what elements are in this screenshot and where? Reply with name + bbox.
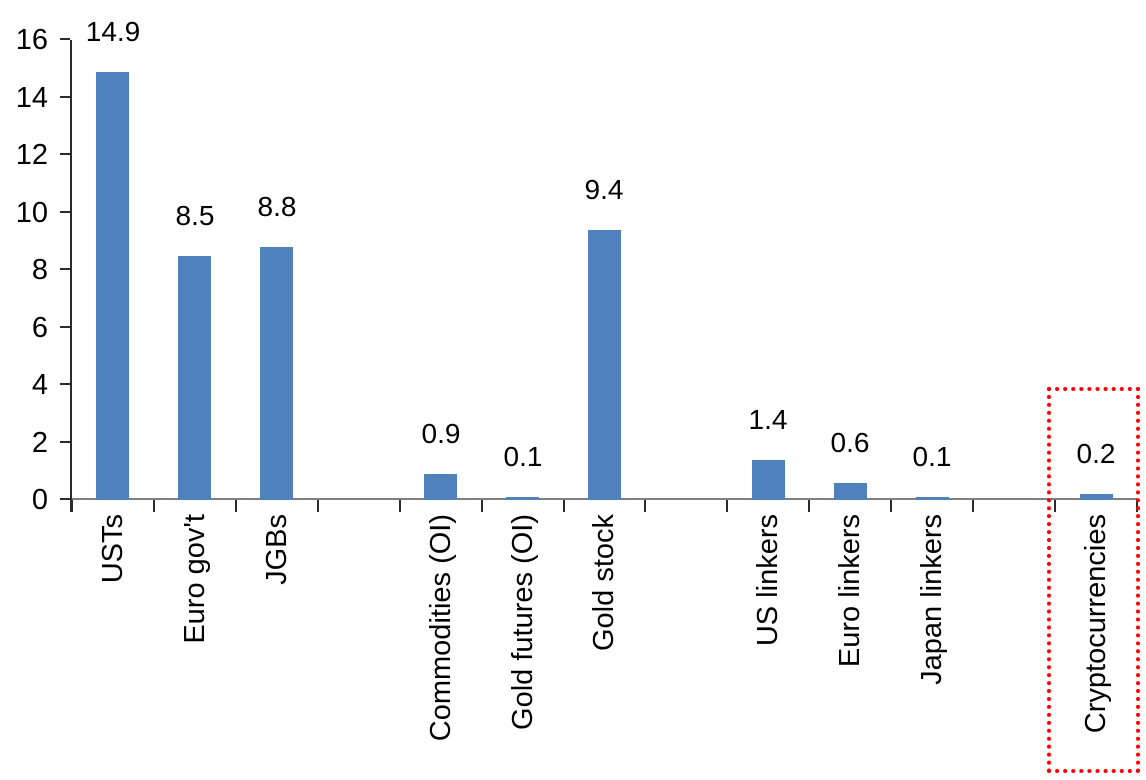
y-tick-label: 4 <box>31 369 48 401</box>
x-axis-tick <box>890 500 893 512</box>
category-label-text: Gold futures (OI) <box>506 514 539 730</box>
category-label: US linkers <box>750 514 786 646</box>
bar-value-label: 0.1 <box>912 441 952 472</box>
y-tick-label: 0 <box>31 484 48 516</box>
x-axis-tick <box>71 500 73 512</box>
x-axis-tick <box>480 500 483 512</box>
category-label: Euro gov't <box>177 514 213 644</box>
x-axis-tick <box>398 500 401 512</box>
bar-value-label: 8.5 <box>175 200 215 231</box>
y-tick-label: 8 <box>31 254 48 286</box>
bar-value-label: 0.1 <box>503 441 543 472</box>
y-axis-tick <box>60 498 70 500</box>
bar <box>178 256 211 500</box>
y-axis-line <box>70 40 72 512</box>
bar <box>96 72 129 500</box>
y-tick-label: 6 <box>31 311 48 344</box>
x-axis-tick <box>234 500 237 512</box>
y-axis-tick <box>60 210 70 213</box>
bar-value-label: 8.8 <box>257 191 297 222</box>
category-label: Commodities (OI) <box>423 514 459 741</box>
category-label: JGBs <box>259 514 295 585</box>
y-axis-tick <box>60 440 70 443</box>
y-axis-tick <box>60 38 70 40</box>
bar <box>916 497 949 500</box>
x-axis-tick <box>644 500 647 512</box>
y-tick-label: 12 <box>15 139 48 171</box>
category-label-text: Euro linkers <box>833 514 866 668</box>
bar-value-label: 0.6 <box>830 427 870 458</box>
y-axis-tick <box>60 325 70 328</box>
category-label-text: Japan linkers <box>915 514 948 685</box>
bar <box>834 483 867 500</box>
y-tick-label: 2 <box>31 426 48 459</box>
x-axis-tick <box>1054 500 1057 512</box>
category-label: Euro linkers <box>832 514 868 667</box>
x-axis-tick <box>152 500 155 512</box>
bar-value-label: 9.4 <box>584 174 624 205</box>
category-label: Gold futures (OI) <box>505 514 541 730</box>
y-tick-label: 10 <box>15 196 48 229</box>
highlight-box <box>1047 387 1140 773</box>
y-axis-tick <box>60 153 70 155</box>
category-label-text: Gold stock <box>587 514 620 651</box>
category-label-text: USTs <box>96 514 129 584</box>
bar <box>506 497 539 500</box>
bar-value-label: 0.9 <box>421 418 461 449</box>
bar-value-label: 0.2 <box>1076 438 1116 469</box>
y-tick-label: 16 <box>15 24 48 56</box>
x-axis-tick <box>562 500 565 512</box>
y-tick-label: 14 <box>15 81 48 114</box>
y-axis-tick <box>60 383 70 385</box>
x-axis-tick <box>726 500 729 512</box>
category-label-text: Commodities (OI) <box>424 514 457 742</box>
category-label: Japan linkers <box>914 514 950 685</box>
y-axis-tick <box>60 95 70 98</box>
category-label-text: JGBs <box>260 514 293 585</box>
category-label-text: Euro gov't <box>178 514 211 644</box>
bar <box>424 474 457 500</box>
bar <box>752 460 785 500</box>
x-axis-tick <box>972 500 975 512</box>
category-label: USTs <box>95 514 131 583</box>
category-label: Gold stock <box>586 514 622 651</box>
category-label-text: US linkers <box>751 514 784 647</box>
bar <box>1080 494 1113 500</box>
bar-value-label: 14.9 <box>85 16 141 47</box>
bar-value-label: 1.4 <box>748 404 788 435</box>
bar <box>588 230 621 500</box>
x-axis-tick <box>808 500 811 512</box>
y-axis-tick <box>60 268 70 270</box>
x-axis-tick <box>316 500 319 512</box>
bar <box>260 247 293 500</box>
